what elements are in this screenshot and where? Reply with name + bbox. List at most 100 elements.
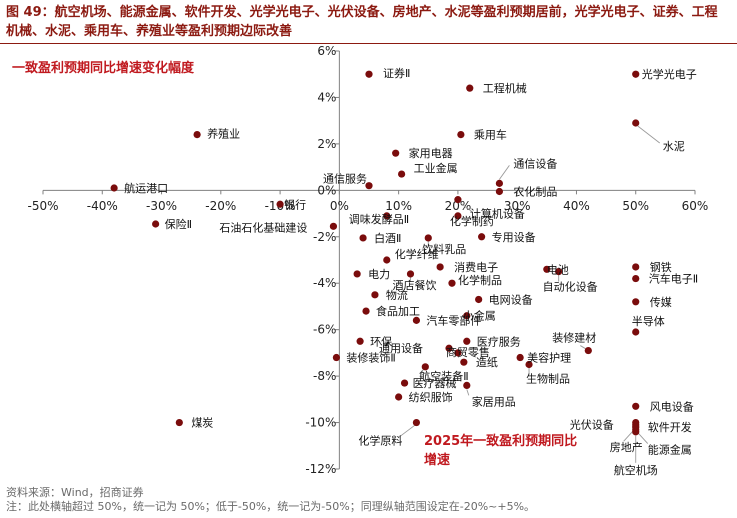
point-label: 工程机械 [483,81,527,95]
point-label: 电力 [368,268,390,281]
x-tick-label: -40% [87,199,118,213]
leader-line [466,389,470,396]
data-point [543,265,551,273]
data-point [457,131,465,139]
point-label: 医疗器械 [413,376,457,390]
point-label: 美容护理 [527,351,571,365]
point-label: 商贸零售 [446,345,490,359]
point-label: 通信设备 [513,156,557,170]
y-tick-label: -10% [305,416,336,430]
point-label: 环保 [370,334,392,348]
x-tick-label: 50% [622,199,649,213]
data-point [478,233,486,241]
y-tick-label: -4% [313,276,336,290]
data-point [424,234,432,242]
data-point [400,379,409,387]
point-label: 光伏设备 [570,418,614,432]
figure-title: 图 49：航空机场、能源金属、软件开发、光学光电子、光伏设备、房地产、水泥等盈利… [6,5,718,39]
data-point [454,212,462,220]
data-point [383,256,391,264]
data-point [383,212,391,220]
y-tick-label: -8% [313,369,336,383]
point-label: 光学光电子 [642,67,697,81]
data-point [436,263,444,271]
point-label: 化学纤维 [395,247,439,261]
leader-line [418,369,424,375]
point-label: 水泥 [663,140,685,153]
point-label: 造纸 [476,355,498,369]
data-point [412,418,421,427]
point-label: 专用设备 [492,230,536,244]
title-rule [0,43,737,44]
y-axis-title: 一致盈利预期同比增速变化幅度 [12,60,195,76]
data-point [412,316,421,324]
leader-line [637,125,661,144]
point-label: 医疗服务 [477,334,521,348]
data-point [329,222,338,230]
data-point [632,428,640,436]
leader-line [398,425,415,438]
scatter-chart: -50% -40% -30% -20% -10% 0% 10% 20% 30% 40% 50% 60%… [0,44,737,484]
data-point [454,196,462,204]
data-point [460,358,468,366]
x-tick-label: 30% [504,199,531,213]
x-tick-label: 20% [445,199,472,213]
data-point [466,84,474,92]
point-label: 工业金属 [414,161,458,175]
point-label: 自动化设备 [543,280,598,294]
point-label: 半导体 [632,314,665,328]
point-label: 化学制品 [458,273,502,287]
x-tick-label: 10% [385,199,412,213]
data-point [555,268,563,276]
point-label: 纺织服饰 [409,390,453,404]
x-tick-label: 0% [330,199,349,213]
y-tick-label: 4% [317,90,336,104]
point-label: 电池 [547,263,569,276]
y-tick-label: 6% [317,44,336,58]
point-label: 乘用车 [474,128,507,142]
point-label: 房地产 [610,440,643,454]
leader-line [459,202,473,212]
point-label: 家用电器 [409,146,453,160]
point-label: 小金属 [463,309,496,323]
data-point [448,279,456,287]
data-point [110,184,118,192]
x-tick-label: -30% [146,199,177,213]
data-point [392,149,400,157]
data-point [632,263,640,271]
x-tick-label: 60% [682,199,709,213]
y-tick-label: -2% [313,230,336,244]
leader-line [580,345,586,349]
data-point [632,298,640,306]
data-point [193,131,201,139]
point-label: 通信服务 [323,173,367,186]
data-point [584,346,592,355]
data-point [365,182,373,190]
point-label: 调味发酵品Ⅱ [349,212,409,226]
scatter-chart-svg: -50% -40% -30% -20% -10% 0% 10% 20% 30% 40% 50% 60%… [12,44,709,477]
point-label: 钢铁 [650,261,672,274]
data-point [152,220,160,228]
data-point [353,270,361,278]
x-tick-label: -50% [27,199,58,213]
data-point [175,418,183,427]
data-point [463,337,471,345]
point-label: 酒店餐饮 [392,278,436,292]
leader-line [637,432,649,444]
point-label: 农化制品 [513,184,557,198]
point-label: 装修装饰Ⅱ [346,351,395,365]
point-label: 通用设备 [379,341,423,355]
point-label: 饮料乳品 [422,242,466,256]
point-label: 石油石化基础建设 [219,220,307,234]
y-tick-label: -12% [305,462,336,476]
data-point [359,234,367,242]
data-point [516,353,524,362]
data-point [495,179,503,187]
point-label: 化学原料 [358,434,402,448]
point-label: 家居用品 [472,394,516,408]
data-point [395,393,403,401]
y-tick-label: -6% [313,323,336,337]
point-label: 化学制药 [450,214,494,228]
data-point [332,353,340,362]
